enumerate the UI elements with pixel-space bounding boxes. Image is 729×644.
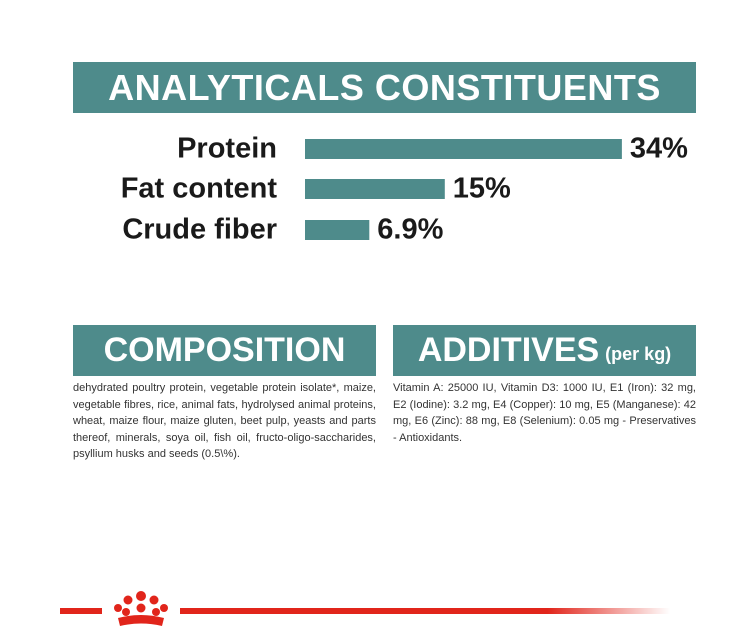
title-banner: ANALYTICALS CONSTITUENTS: [73, 62, 696, 113]
additives-subtitle: (per kg): [605, 344, 672, 364]
bar: [305, 139, 622, 159]
composition-title: COMPOSITION: [103, 331, 346, 369]
crown-icon: [114, 591, 168, 626]
additives-banner: ADDITIVES (per kg): [393, 325, 696, 376]
composition-banner: COMPOSITION: [73, 325, 376, 376]
additives-text: Vitamin A: 25000 IU, Vitamin D3: 1000 IU…: [393, 382, 696, 444]
category-label: Crude fiber: [122, 214, 277, 246]
composition-text: dehydrated poultry protein, vegetable pr…: [73, 382, 376, 461]
bar: [305, 220, 370, 240]
value-label: 6.9%: [377, 214, 443, 246]
value-label: 15%: [453, 173, 511, 205]
chart-title: ANALYTICALS CONSTITUENTS: [108, 66, 661, 108]
red-line: [180, 608, 670, 614]
chart: Protein 34% Fat content 15% Crude fiber 6.9%: [121, 133, 688, 246]
category-label: Fat content: [121, 173, 278, 205]
category-label: Protein: [177, 133, 277, 165]
value-label: 34%: [630, 133, 688, 165]
bar: [305, 179, 445, 199]
additives-title: ADDITIVES: [417, 331, 600, 369]
red-line: [60, 608, 102, 614]
footer-logo: [60, 591, 670, 626]
